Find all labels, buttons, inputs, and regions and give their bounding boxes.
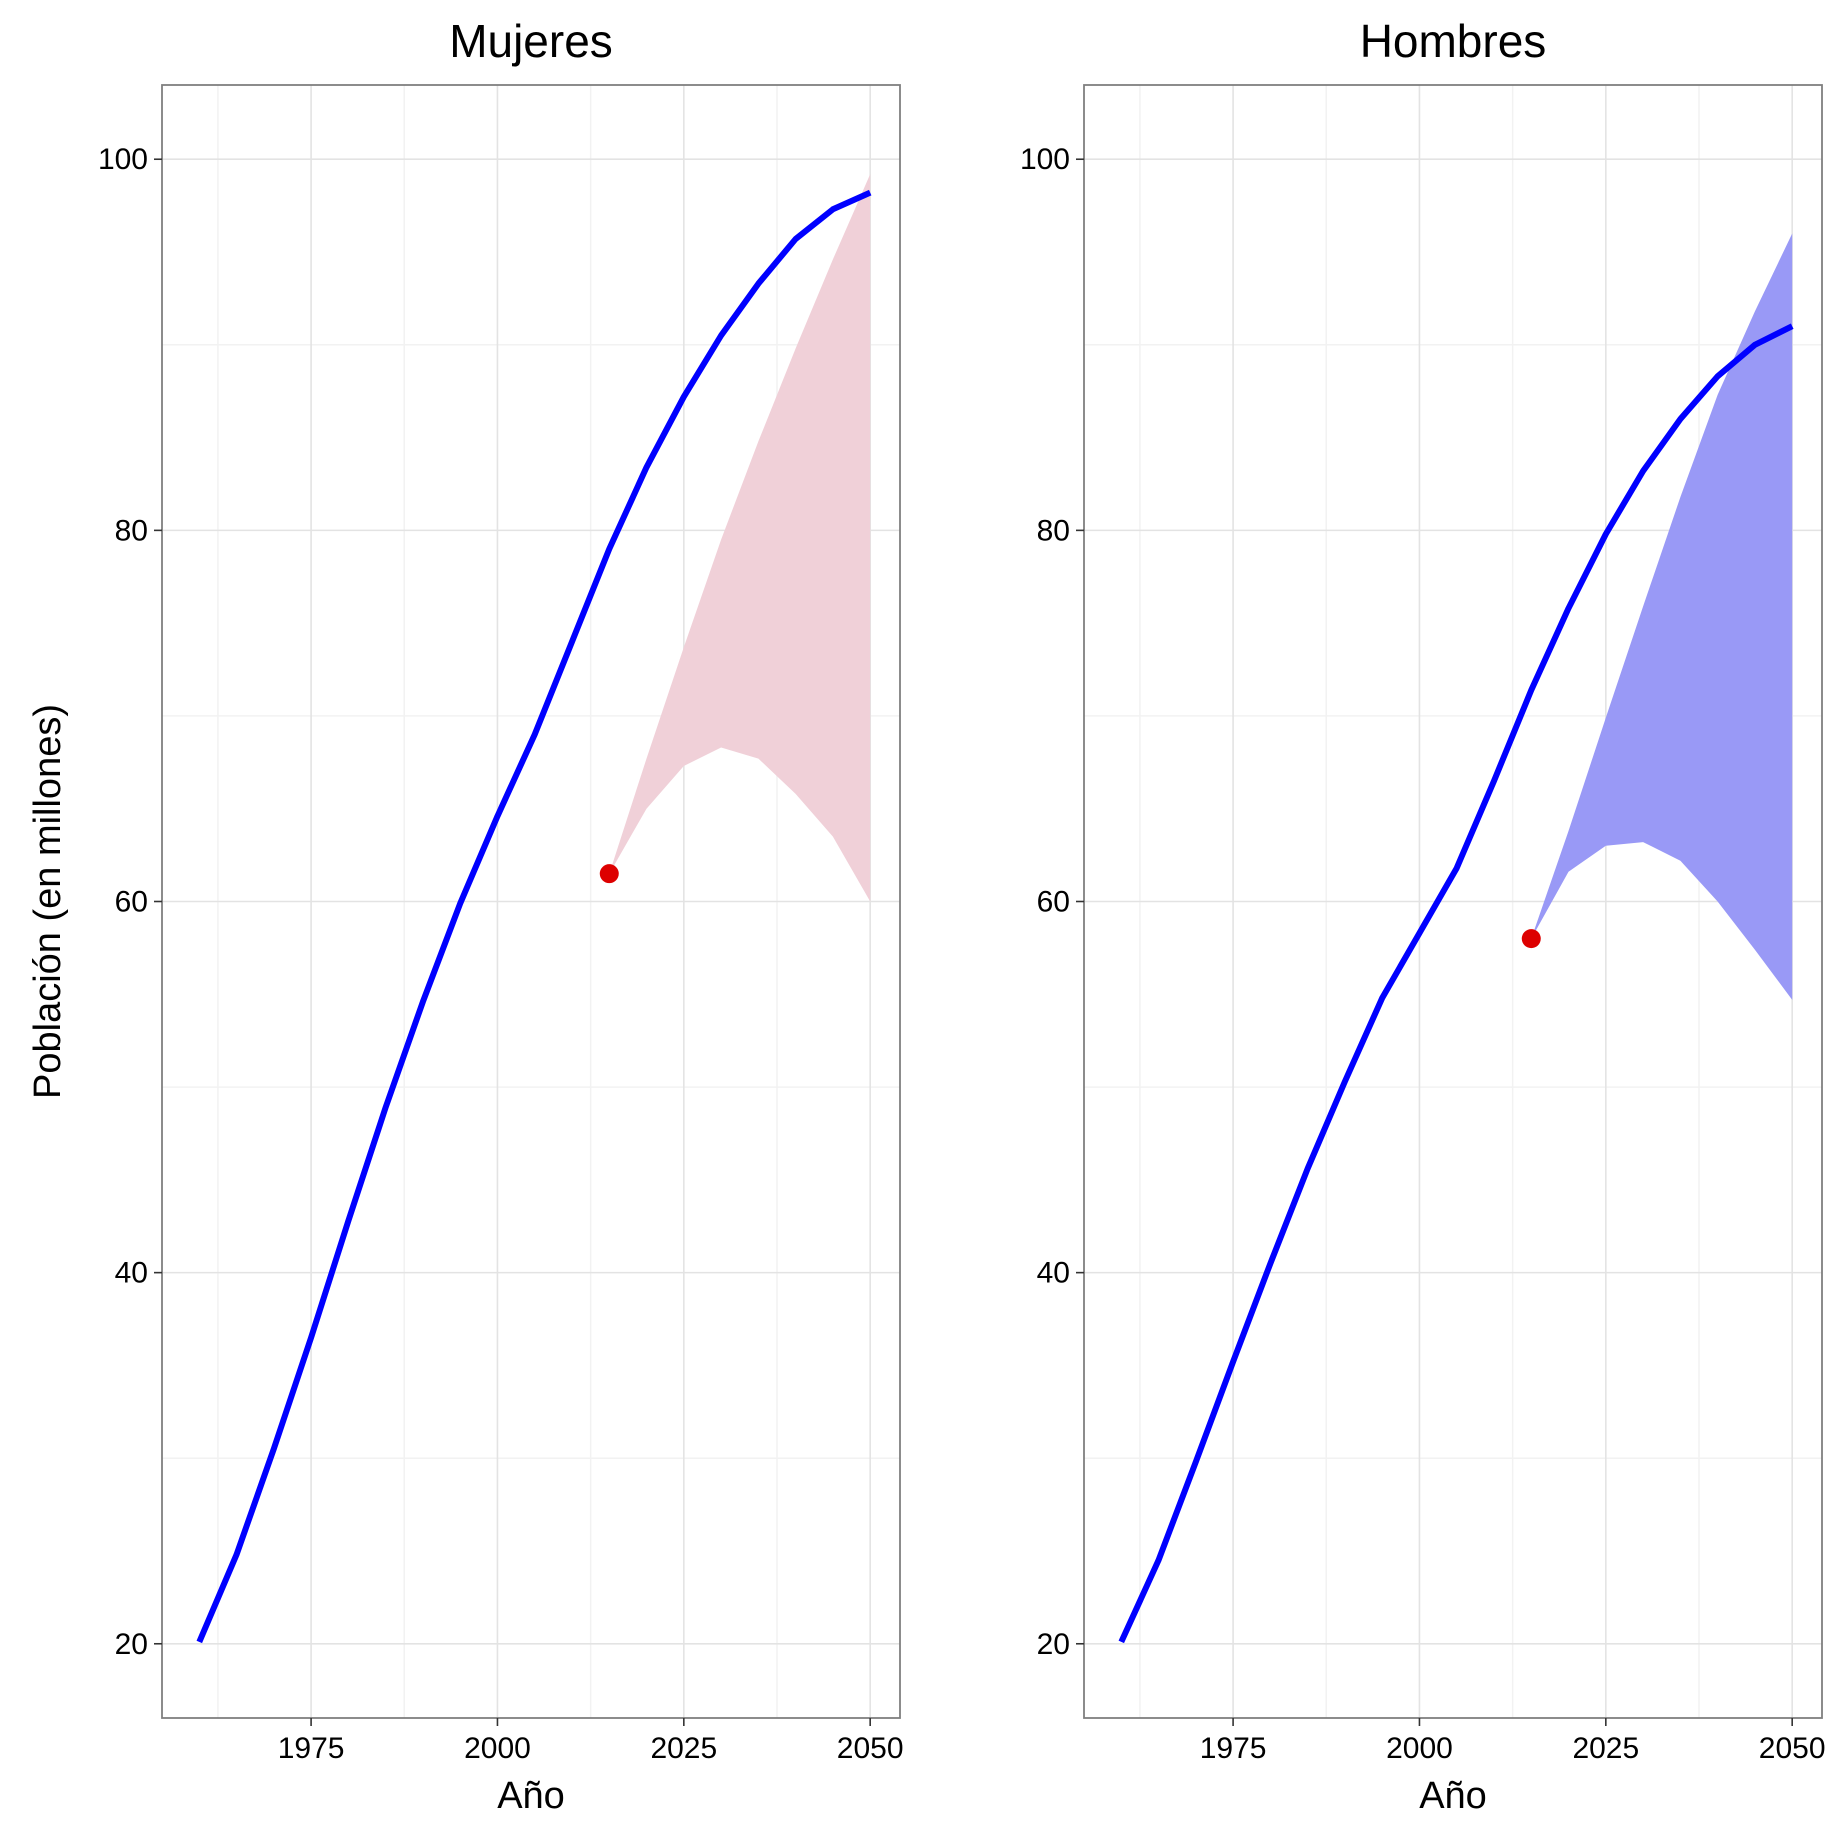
x-tick-label: 2050	[837, 1732, 904, 1765]
panel-1: 1975 2000 2025 2050 20 40 60 80 100 Hombres Año	[1020, 15, 1826, 1817]
y-tick-label: 100	[1020, 143, 1070, 176]
y-tick-label: 40	[115, 1257, 148, 1290]
y-tick-label: 80	[1037, 514, 1070, 547]
x-tick-label: 1975	[278, 1732, 345, 1765]
panel-0: 1975 2000 2025 2050 20 40 60 80 100 Mujeres Año	[98, 15, 904, 1817]
panel-title: Mujeres	[449, 15, 613, 67]
y-tick-label: 60	[115, 886, 148, 919]
y-tick-label: 80	[115, 514, 148, 547]
x-tick-label: 2000	[1386, 1732, 1453, 1765]
current-point	[1521, 929, 1541, 949]
y-tick-label: 100	[98, 143, 148, 176]
current-point	[599, 864, 619, 884]
y-axis-label: Población (en millones)	[27, 704, 69, 1099]
x-axis-label: Año	[497, 1775, 565, 1817]
panels: 1975 2000 2025 205020406080100MujeresAño197…	[98, 15, 1826, 1817]
y-tick-label: 60	[1037, 886, 1070, 919]
y-tick-label: 20	[1037, 1628, 1070, 1661]
prediction-band	[609, 174, 871, 902]
prediction-band	[1531, 233, 1793, 1000]
x-tick-label: 2000	[464, 1732, 531, 1765]
x-tick-label: 2025	[1572, 1732, 1639, 1765]
y-tick-label: 40	[1037, 1257, 1070, 1290]
population-line	[1118, 323, 1794, 1644]
x-tick-label: 2050	[1759, 1732, 1826, 1765]
y-tick-label: 20	[115, 1628, 148, 1661]
x-axis-label: Año	[1419, 1775, 1487, 1817]
x-tick-label: 1975	[1200, 1732, 1267, 1765]
panel-title: Hombres	[1360, 15, 1547, 67]
population-line	[196, 189, 872, 1644]
x-tick-label: 2025	[650, 1732, 717, 1765]
